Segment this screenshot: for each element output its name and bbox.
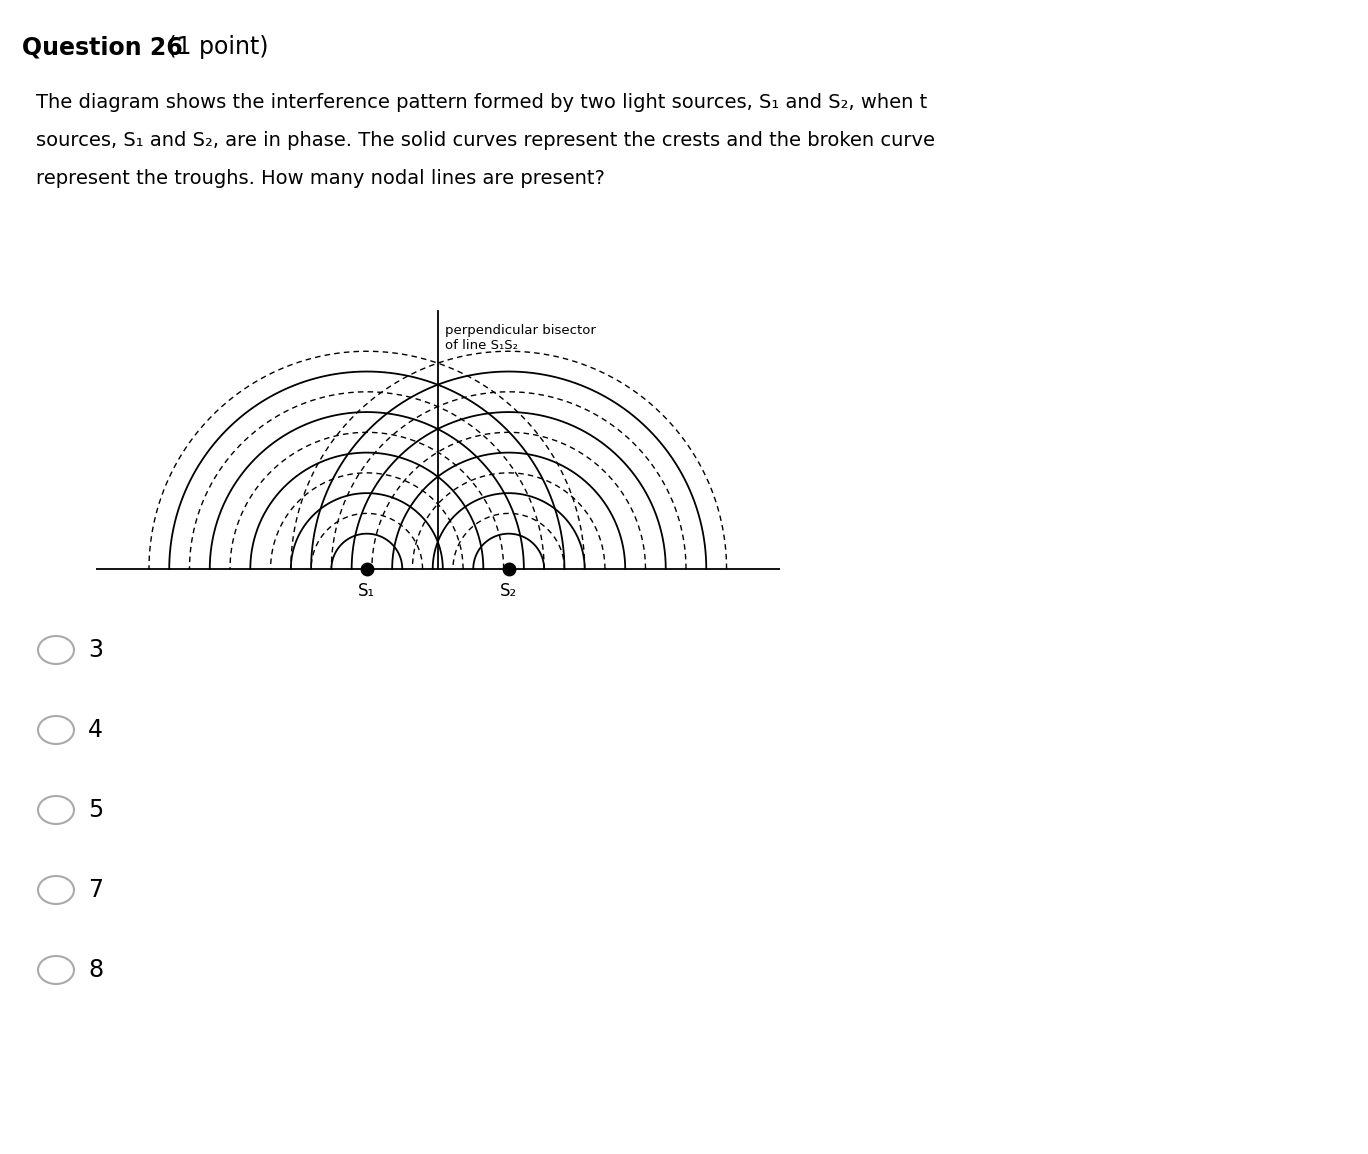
Text: S₁: S₁: [358, 583, 375, 600]
Text: The diagram shows the interference pattern formed by two light sources, S₁ and S: The diagram shows the interference patte…: [36, 93, 928, 112]
Text: represent the troughs. How many nodal lines are present?: represent the troughs. How many nodal li…: [36, 168, 605, 188]
Text: S₂: S₂: [501, 583, 517, 600]
Text: Question 26: Question 26: [22, 35, 183, 59]
Text: (1 point): (1 point): [160, 35, 268, 59]
Text: perpendicular bisector
of line S₁S₂: perpendicular bisector of line S₁S₂: [445, 323, 595, 352]
Text: 4: 4: [88, 718, 103, 742]
Text: 8: 8: [88, 958, 103, 982]
Text: 7: 7: [88, 878, 103, 902]
Text: 5: 5: [88, 799, 103, 822]
Text: 3: 3: [88, 638, 103, 662]
Text: sources, S₁ and S₂, are in phase. The solid curves represent the crests and the : sources, S₁ and S₂, are in phase. The so…: [36, 132, 934, 150]
